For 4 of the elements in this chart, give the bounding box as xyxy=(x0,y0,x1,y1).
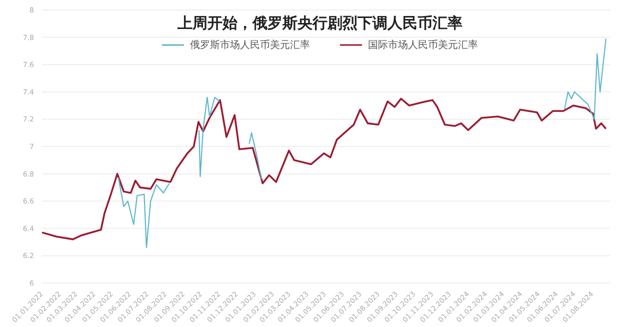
line-series xyxy=(42,98,607,240)
legend-label: 俄罗斯市场人民币美元汇率 xyxy=(190,38,310,52)
chart-title: 上周开始，俄罗斯央行剧烈下调人民币汇率 xyxy=(176,14,464,33)
legend-label: 国际市场人民币美元汇率 xyxy=(368,38,478,52)
